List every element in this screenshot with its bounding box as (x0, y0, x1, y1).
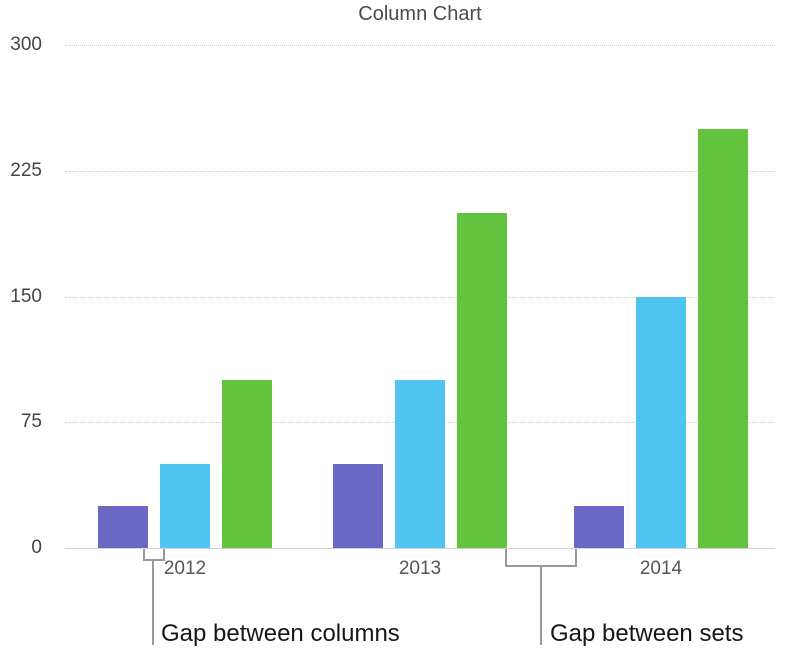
x-axis-category-label: 2012 (163, 558, 207, 579)
y-axis: 0 75 150 225 300 (0, 34, 46, 558)
x-axis-baseline (65, 548, 775, 549)
bar-2014-series-1 (574, 506, 624, 548)
gridline (65, 45, 775, 46)
bar-2012-series-3 (222, 380, 272, 548)
bar-2012-series-1 (98, 506, 148, 548)
y-axis-tick-label: 75 (20, 411, 42, 433)
chart-title: Column Chart (358, 3, 482, 25)
plot-area (65, 45, 775, 549)
bar-2012-series-2 (160, 464, 210, 548)
bar-2013-series-1 (333, 464, 383, 548)
y-axis-tick-label: 150 (10, 285, 42, 307)
gap-between-sets-connector-line (540, 565, 542, 645)
bar-2014-series-3 (698, 128, 748, 548)
gridline (65, 170, 775, 172)
x-axis-category-label: 2013 (398, 558, 442, 579)
gridline (65, 296, 775, 298)
x-axis-category-label: 2014 (639, 558, 683, 579)
bar-2013-series-3 (457, 212, 507, 548)
gap-between-columns-connector-line (152, 559, 154, 645)
gap-between-sets-label: Gap between sets (550, 620, 744, 647)
bar-2014-series-2 (636, 296, 686, 548)
x-axis: 2012 2013 2014 (65, 558, 775, 582)
gap-between-columns-bracket (143, 549, 165, 561)
y-axis-tick-label: 300 (10, 34, 42, 55)
y-axis-tick-label: 225 (10, 159, 42, 181)
y-axis-tick-label: 0 (31, 537, 42, 558)
bar-2013-series-2 (395, 380, 445, 548)
gap-between-columns-label: Gap between columns (161, 620, 400, 647)
